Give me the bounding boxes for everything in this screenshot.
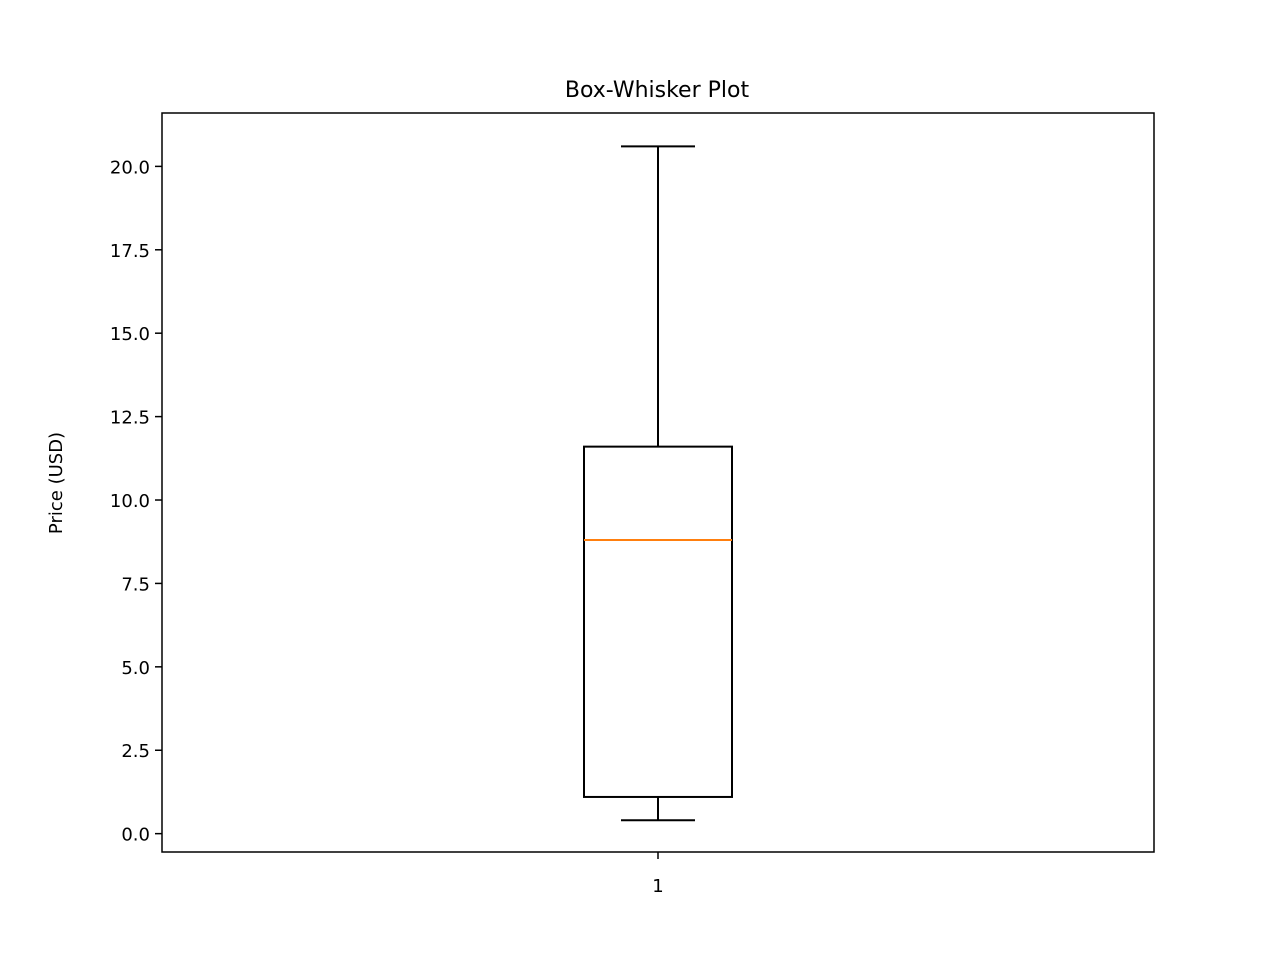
y-tick-label: 7.5 bbox=[121, 574, 150, 595]
y-tick-label: 10.0 bbox=[110, 491, 150, 512]
y-tick-label: 0.0 bbox=[121, 825, 150, 846]
y-tick-label: 12.5 bbox=[110, 408, 150, 429]
y-tick-label: 2.5 bbox=[121, 741, 150, 762]
y-axis-label: Price (USD) bbox=[46, 432, 67, 534]
y-tick-label: 20.0 bbox=[110, 157, 150, 178]
box-plot-marks bbox=[583, 145, 733, 822]
y-tick-label: 17.5 bbox=[110, 241, 150, 262]
box-iqr bbox=[583, 445, 733, 798]
plot-area-frame bbox=[161, 112, 1155, 853]
y-tick-label: 15.0 bbox=[110, 324, 150, 345]
y-ticks: 0.0 2.5 5.0 7.5 10.0 12.5 15.0 17.5 20.0 bbox=[110, 157, 162, 846]
chart-title: Box-Whisker Plot bbox=[565, 78, 750, 103]
x-ticks: 1 bbox=[652, 852, 664, 897]
y-tick-label: 5.0 bbox=[121, 658, 150, 679]
x-tick-label: 1 bbox=[652, 876, 663, 897]
